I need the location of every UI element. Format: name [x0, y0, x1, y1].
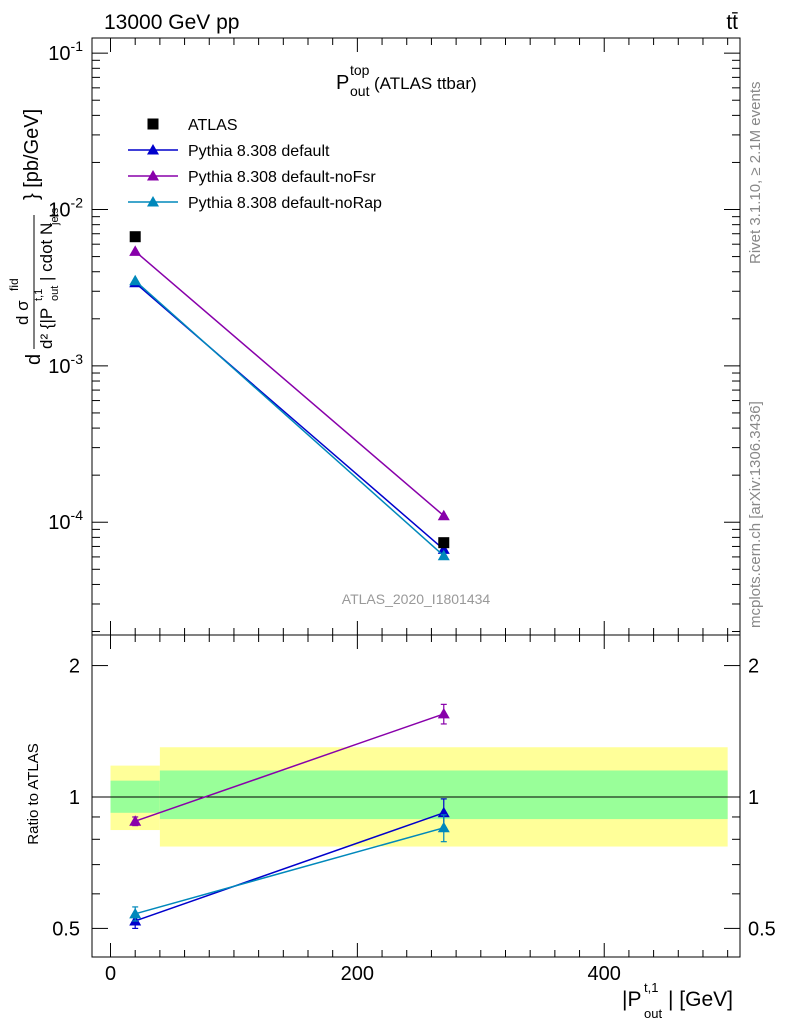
svg-text:10-4: 10-4 [48, 507, 83, 534]
legend-label: Pythia 8.308 default-noFsr [188, 169, 376, 186]
main-ylabel: d d σ fid d² {|P t,1 out | cdot N jets }… [7, 109, 61, 365]
data-point [437, 549, 450, 561]
data-point [129, 245, 142, 256]
svg-text:10-2: 10-2 [48, 195, 83, 222]
legend-marker [147, 196, 159, 207]
ylabel-t1: t,1 [33, 289, 45, 301]
ratio-point [129, 907, 142, 919]
ylabel-out: out [49, 286, 61, 301]
ratio-series-1 [129, 703, 450, 827]
main-series-2 [129, 245, 450, 521]
title-sup: top [350, 62, 370, 78]
legend-entry-1: Pythia 8.308 default [128, 143, 330, 160]
xtick-label: 400 [588, 963, 621, 985]
xtick-label: 0 [105, 963, 116, 985]
main-series-0 [129, 231, 450, 549]
series-line [134, 280, 445, 557]
energy-label: 13000 GeV pp [104, 11, 239, 34]
data-point [129, 274, 142, 286]
main-ytick-label: 10-3 [48, 351, 83, 378]
legend: ATLAS Pythia 8.308 default Pythia 8.308 de… [128, 117, 382, 212]
ratio-point [437, 821, 450, 833]
x-axis-label: |P t,1 out | [GeV] [622, 980, 733, 1021]
main-ytick-label: 10-4 [48, 507, 83, 534]
ratio-point [437, 707, 450, 719]
legend-label: ATLAS [188, 117, 238, 134]
data-point [437, 543, 450, 554]
main-ytick-label: 10-2 [48, 195, 83, 222]
xtick-label: 200 [341, 963, 374, 985]
axis-ticks: 10-4 10-3 10-2 10-1 0.5 0.5 1 1 2 2 0 200 400 [48, 38, 776, 985]
ratio-ytick-label-right: 1 [748, 787, 759, 809]
xlabel-unit: | [GeV] [668, 988, 733, 1011]
ratio-series-layer [129, 703, 450, 930]
series-line [134, 250, 445, 517]
mcplots-label: mcplots.cern.ch [arXiv:1306.3436] [747, 401, 764, 628]
ylabel-numerator: d σ [13, 300, 32, 325]
legend-marker [147, 118, 159, 130]
xlabel-t1: t,1 [644, 980, 658, 995]
title-sub: out [350, 83, 370, 99]
title-main: P [336, 72, 349, 94]
rivet-label: Rivet 3.1.10, ≥ 2.1M events [747, 82, 764, 265]
legend-label: Pythia 8.308 default [188, 143, 330, 160]
ratio-ytick-label-right: 0.5 [748, 918, 776, 940]
ratio-ytick-label: 1 [69, 787, 80, 809]
ratio-line [134, 713, 445, 822]
legend-marker [147, 170, 159, 181]
ratio-frame [91, 634, 741, 958]
ratio-line [134, 827, 444, 915]
svg-text:10-3: 10-3 [48, 351, 83, 378]
main-series-layer [129, 231, 450, 561]
ylabel-cdot: | cdot N [37, 223, 56, 281]
legend-label: Pythia 8.308 default-noRap [188, 195, 382, 212]
svg-text:10-1: 10-1 [48, 38, 83, 65]
ratio-bands [92, 747, 740, 847]
xlabel-out: out [644, 1006, 662, 1021]
ratio-ylabel: Ratio to ATLAS [25, 743, 42, 844]
process-label: tt̄ [726, 11, 738, 34]
data-point [438, 537, 450, 549]
ratio-line [134, 812, 445, 922]
main-series-3 [129, 274, 450, 561]
legend-entry-2: Pythia 8.308 default-noFsr [128, 169, 376, 186]
plot-title: P top out (ATLAS ttbar) [336, 62, 477, 99]
legend-marker [147, 144, 159, 155]
ylabel-d: d [23, 354, 45, 365]
legend-entry-0: ATLAS [147, 117, 238, 134]
ylabel-jets: jets [49, 207, 61, 226]
ratio-ytick-label-right: 2 [748, 656, 759, 678]
ylabel-unit: } [pb/GeV] [21, 109, 43, 200]
ylabel-denominator: d² {|P [37, 308, 56, 349]
main-ytick-label: 10-1 [48, 38, 83, 65]
data-point [437, 509, 450, 521]
data-point [129, 231, 141, 243]
ratio-ytick-label: 2 [69, 656, 80, 678]
ratio-point [129, 815, 142, 826]
xlabel-P: |P [622, 988, 641, 1011]
ylabel-fid: fid [7, 278, 21, 291]
title-rest: (ATLAS ttbar) [374, 74, 477, 93]
analysis-watermark: ATLAS_2020_I1801434 [342, 591, 491, 607]
ratio-series-2 [129, 814, 450, 922]
legend-entry-3: Pythia 8.308 default-noRap [128, 195, 382, 212]
ratio-ytick-label: 0.5 [52, 918, 80, 940]
